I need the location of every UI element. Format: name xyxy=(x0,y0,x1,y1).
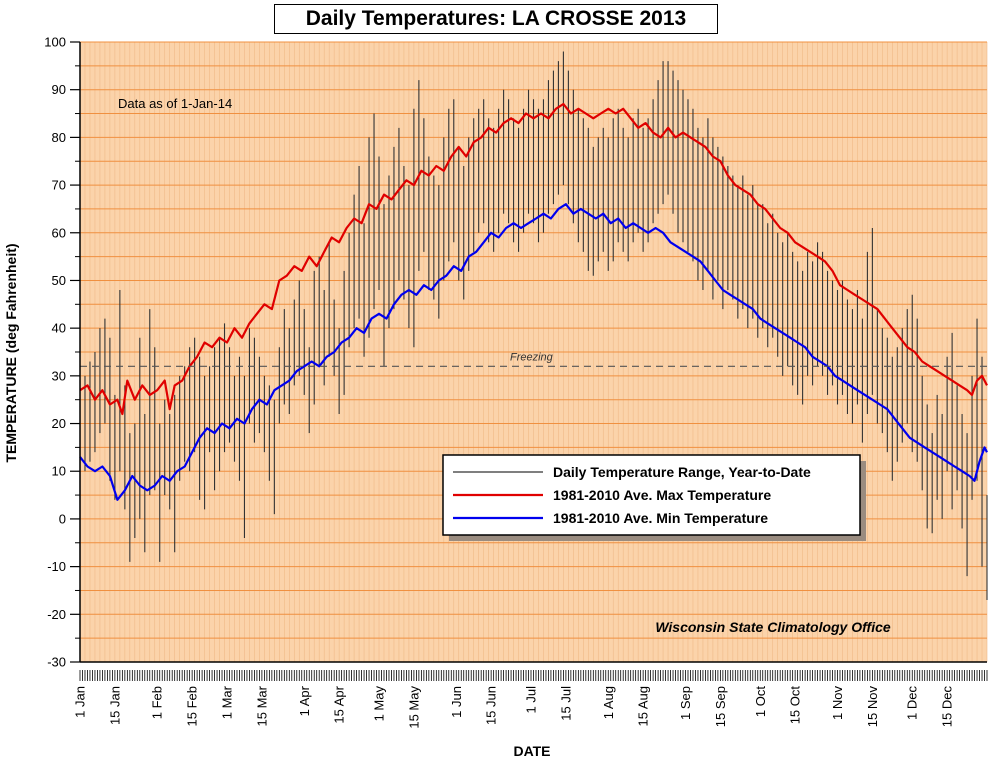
chart-title: Daily Temperatures: LA CROSSE 2013 xyxy=(305,7,687,30)
data-as-of-note: Data as of 1-Jan-14 xyxy=(118,96,232,111)
credit-label: Wisconsin State Climatology Office xyxy=(655,619,891,635)
chart-title-box: Daily Temperatures: LA CROSSE 2013 xyxy=(274,4,718,34)
y-tick-label: 80 xyxy=(52,130,66,145)
max-temp-line xyxy=(79,102,988,416)
x-tick-label: 15 Jul xyxy=(558,686,573,721)
freezing-reference: Freezing xyxy=(80,351,987,367)
y-axis-title: TEMPERATURE (deg Fahrenheit) xyxy=(3,243,19,462)
legend-label: Daily Temperature Range, Year-to-Date xyxy=(553,464,811,480)
y-tick-label: 90 xyxy=(52,82,66,97)
x-tick-label: 1 Sep xyxy=(678,686,693,720)
x-tick-label: 1 Mar xyxy=(220,685,235,719)
x-tick-label: 1 Nov xyxy=(830,686,845,720)
x-tick-label: 1 Aug xyxy=(601,686,616,719)
x-tick-label: 1 Jul xyxy=(524,686,539,714)
y-tick-label: 10 xyxy=(52,464,66,479)
x-tick-label: 15 Oct xyxy=(788,686,803,725)
x-tick-label: 15 Jan xyxy=(107,686,122,725)
min-temp-line xyxy=(79,203,988,501)
x-tick-label: 1 Jun xyxy=(449,686,464,718)
y-tick-label: -30 xyxy=(47,655,66,670)
y-tick-label: 40 xyxy=(52,321,66,336)
x-tick-label: 1 Oct xyxy=(753,686,768,717)
y-tick-label: 20 xyxy=(52,416,66,431)
x-tick-label: 1 Apr xyxy=(297,685,312,716)
y-tick-label: 50 xyxy=(52,273,66,288)
x-tick-label: 1 Jan xyxy=(73,686,88,718)
y-axis: -30 -20 -10 0 10 20 30 40 50 60 70 80 90 100 xyxy=(44,35,81,670)
x-tick-label: 1 May xyxy=(372,686,387,722)
min-temp-series xyxy=(79,203,988,501)
x-tick-label: 1 Dec xyxy=(905,686,920,720)
y-tick-label: 100 xyxy=(44,35,66,50)
x-axis: 1 Jan 15 Jan 1 Feb 15 Feb 1 Mar 15 Mar 1 Apr 15… xyxy=(73,661,988,729)
x-tick-label: 15 Feb xyxy=(185,686,200,726)
x-tick-label: 15 Nov xyxy=(865,686,880,728)
x-tick-label: 15 Dec xyxy=(940,686,955,728)
x-tick-label: 15 May xyxy=(406,686,421,729)
y-tick-label: -20 xyxy=(47,607,66,622)
legend-label: 1981-2010 Ave. Min Temperature xyxy=(553,510,768,526)
x-tick-label: 15 Aug xyxy=(636,686,651,727)
x-tick-label: 15 Jun xyxy=(484,686,499,725)
x-tick-label: 1 Feb xyxy=(150,686,165,719)
x-tick-label: 15 Apr xyxy=(332,685,347,723)
x-tick-label: 15 Mar xyxy=(254,685,269,726)
x-axis-title: DATE xyxy=(513,743,550,759)
y-tick-label: 30 xyxy=(52,368,66,383)
y-tick-label: 70 xyxy=(52,178,66,193)
y-tick-label: 0 xyxy=(59,511,66,526)
x-tick-label: 15 Sep xyxy=(713,686,728,727)
legend: Daily Temperature Range, Year-to-Date 198… xyxy=(442,454,866,541)
y-tick-label: 60 xyxy=(52,225,66,240)
freezing-label: Freezing xyxy=(510,351,554,363)
y-tick-label: -10 xyxy=(47,559,66,574)
max-temp-series xyxy=(79,102,988,416)
legend-label: 1981-2010 Ave. Max Temperature xyxy=(553,487,771,503)
